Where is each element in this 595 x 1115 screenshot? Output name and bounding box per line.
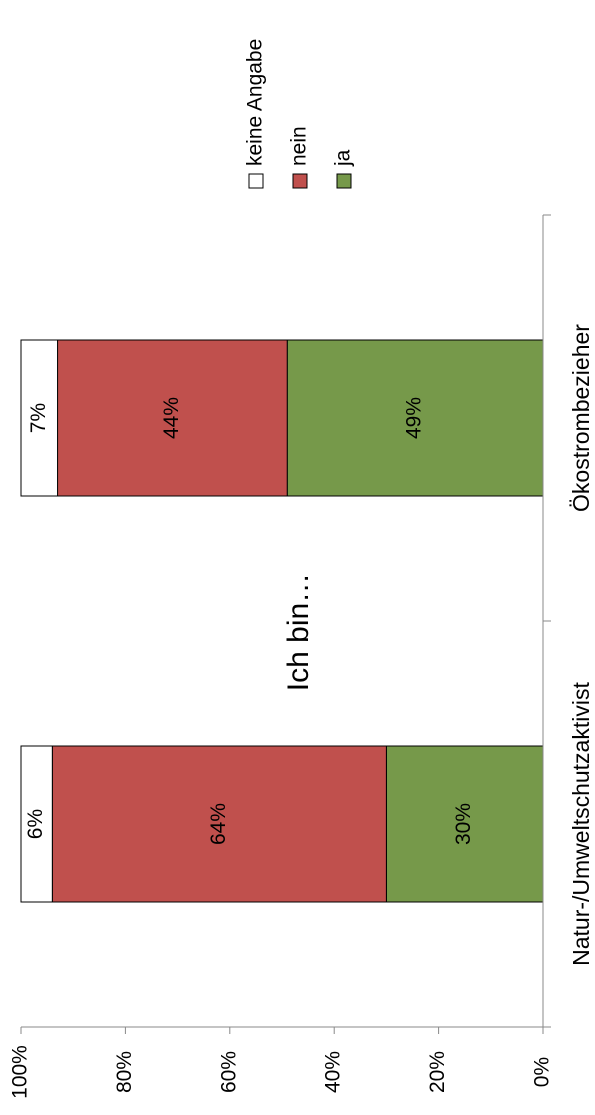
legend-swatch-nein <box>292 173 308 189</box>
bar-segment-nein-1 <box>51 745 387 903</box>
bar-segment-nein-2 <box>57 339 288 497</box>
value-axis-tick-label: 20% <box>426 1051 449 1093</box>
legend-swatch-keine-angabe <box>248 173 264 189</box>
value-axis-tick-label: 100% <box>9 1045 32 1099</box>
legend-label-nein: nein <box>288 126 311 166</box>
data-label-nein-1: 64% <box>207 803 230 845</box>
bar-segment-keine-angabe-1 <box>20 745 53 903</box>
bar-segment-keine-angabe-2 <box>20 339 59 497</box>
data-label-ja-1: 30% <box>452 803 475 845</box>
data-label-keine-angabe-1: 6% <box>24 809 47 839</box>
chart-title: Ich bin… <box>282 573 315 691</box>
data-label-ja-2: 49% <box>403 397 426 439</box>
value-axis-tick-label: 0% <box>531 1057 554 1087</box>
value-axis-tick-label: 40% <box>322 1051 345 1093</box>
value-axis-tick-label: 80% <box>113 1051 136 1093</box>
bar-segment-ja-1 <box>385 745 544 903</box>
category-label-2: Ökostrombezieher <box>568 324 594 512</box>
legend-swatch-ja <box>336 173 352 189</box>
bar-segment-ja-2 <box>286 339 544 497</box>
legend-label-ja: ja <box>332 149 355 167</box>
data-label-keine-angabe-2: 7% <box>27 403 50 433</box>
legend-label-keine-angabe: keine Angabe <box>244 39 267 166</box>
data-label-nein-2: 44% <box>160 397 183 439</box>
value-axis-tick-label: 60% <box>217 1051 240 1093</box>
category-label-1: Natur-/Umweltschutzaktivist <box>568 682 594 966</box>
